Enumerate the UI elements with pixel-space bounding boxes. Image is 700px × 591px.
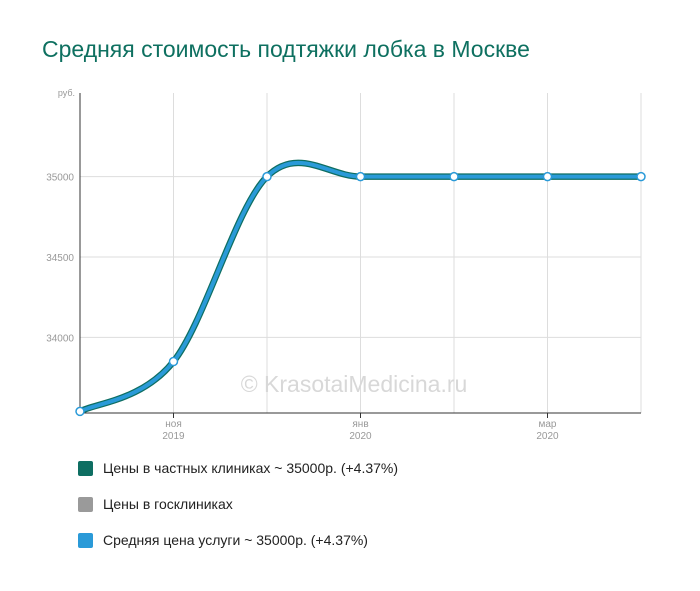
legend-swatch-state — [78, 496, 93, 512]
x-tick-label-month: янв — [352, 419, 368, 430]
data-point — [75, 406, 85, 417]
y-unit-label: руб. — [58, 88, 75, 98]
series — [75, 159, 646, 417]
data-point — [449, 171, 459, 182]
axes — [79, 93, 641, 418]
legend-swatch-average — [78, 532, 93, 548]
legend-item-state[interactable]: Цены в госклиниках — [78, 494, 398, 514]
grid-lines — [80, 93, 642, 413]
chart-title: Средняя стоимость подтяжки лобка в Москв… — [42, 36, 530, 62]
watermark: © KrasotaiMedicina.ru — [241, 371, 468, 397]
data-point — [262, 171, 272, 182]
data-point — [355, 171, 366, 182]
x-tick-label-year: 2019 — [162, 431, 185, 442]
legend-label-private: Цены в частных клиниках ~ 35000р. (+4.37… — [103, 460, 399, 476]
legend-item-private[interactable]: Цены в частных клиниках ~ 35000р. (+4.37… — [78, 458, 398, 478]
legend-label-average: Средняя цена услуги ~ 35000р. (+4.37%) — [103, 532, 368, 548]
y-tick-label: 35000 — [46, 173, 74, 184]
legend-swatch-private — [78, 460, 93, 476]
data-point — [636, 171, 646, 182]
data-point — [542, 171, 553, 182]
legend-item-average[interactable]: Средняя цена услуги ~ 35000р. (+4.37%) — [78, 530, 398, 550]
legend: Цены в частных клиниках ~ 35000р. (+4.37… — [78, 458, 398, 566]
legend-label-state: Цены в госклиниках — [103, 496, 233, 512]
y-tick-label: 34500 — [46, 253, 74, 264]
data-point — [168, 356, 179, 367]
x-tick-label-month: ноя — [165, 419, 182, 430]
x-tick-label-month: мар — [539, 419, 557, 430]
x-tick-label-year: 2020 — [536, 431, 559, 442]
y-tick-label: 34000 — [46, 333, 74, 344]
x-tick-label-year: 2020 — [349, 431, 372, 442]
